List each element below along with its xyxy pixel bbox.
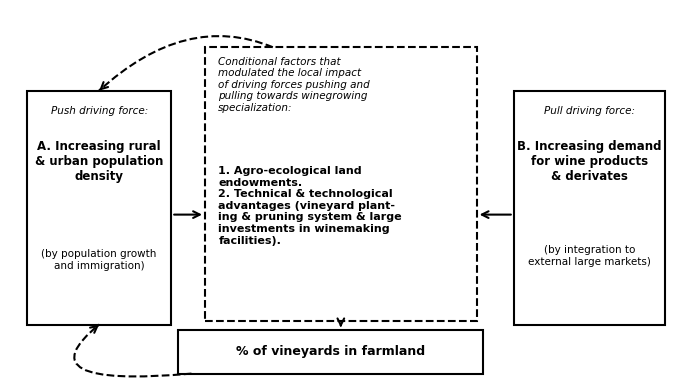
- Text: 1. Agro-ecological land
endowments.
2. Technical & technological
advantages (vin: 1. Agro-ecological land endowments. 2. T…: [219, 166, 402, 246]
- FancyBboxPatch shape: [27, 90, 171, 325]
- FancyBboxPatch shape: [205, 47, 477, 321]
- Text: (by population growth
and immigration): (by population growth and immigration): [42, 249, 157, 271]
- Text: (by integration to
external large markets): (by integration to external large market…: [527, 245, 651, 267]
- Text: Conditional factors that
modulated the local impact
of driving forces pushing an: Conditional factors that modulated the l…: [219, 57, 370, 113]
- Text: Pull driving force:: Pull driving force:: [544, 106, 635, 116]
- FancyBboxPatch shape: [514, 90, 664, 325]
- Text: A. Increasing rural
& urban population
density: A. Increasing rural & urban population d…: [35, 140, 163, 182]
- Text: B. Increasing demand
for wine products
& derivates: B. Increasing demand for wine products &…: [517, 140, 662, 182]
- Text: Push driving force:: Push driving force:: [51, 106, 148, 116]
- FancyBboxPatch shape: [178, 330, 484, 373]
- Text: % of vineyards in farmland: % of vineyards in farmland: [236, 345, 425, 358]
